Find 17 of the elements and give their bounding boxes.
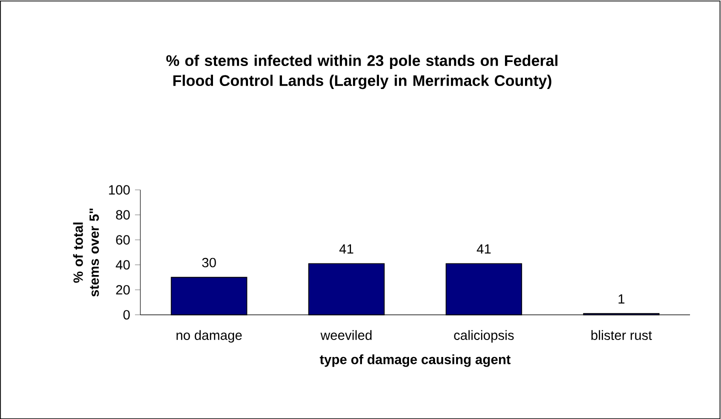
data-label: 30: [202, 258, 216, 268]
y-axis-title: % of total stems over 5": [73, 208, 99, 296]
y-tick-label: 60: [116, 235, 130, 244]
y-tick-label: 100: [109, 185, 130, 195]
x-tick-label: weeviled: [320, 330, 372, 340]
y-tick-label: 0: [123, 310, 130, 320]
x-axis-title: type of damage causing agent: [320, 354, 511, 367]
y-tick-label: 40: [116, 260, 130, 270]
data-label: 41: [476, 244, 491, 254]
y-tick-label: 20: [116, 285, 130, 294]
y-tick-label: 80: [116, 210, 130, 220]
data-label: 41: [339, 244, 354, 254]
chart-title: % of stems infected within 23 pole stands on Federal Flood Control Lands (Largely in Merrimack County): [166, 54, 558, 90]
x-tick-label: blister rust: [591, 330, 652, 340]
x-tick-label: caliciopsis: [454, 330, 514, 343]
x-tick-label: no damage: [176, 330, 242, 343]
data-label: 1: [618, 294, 624, 304]
